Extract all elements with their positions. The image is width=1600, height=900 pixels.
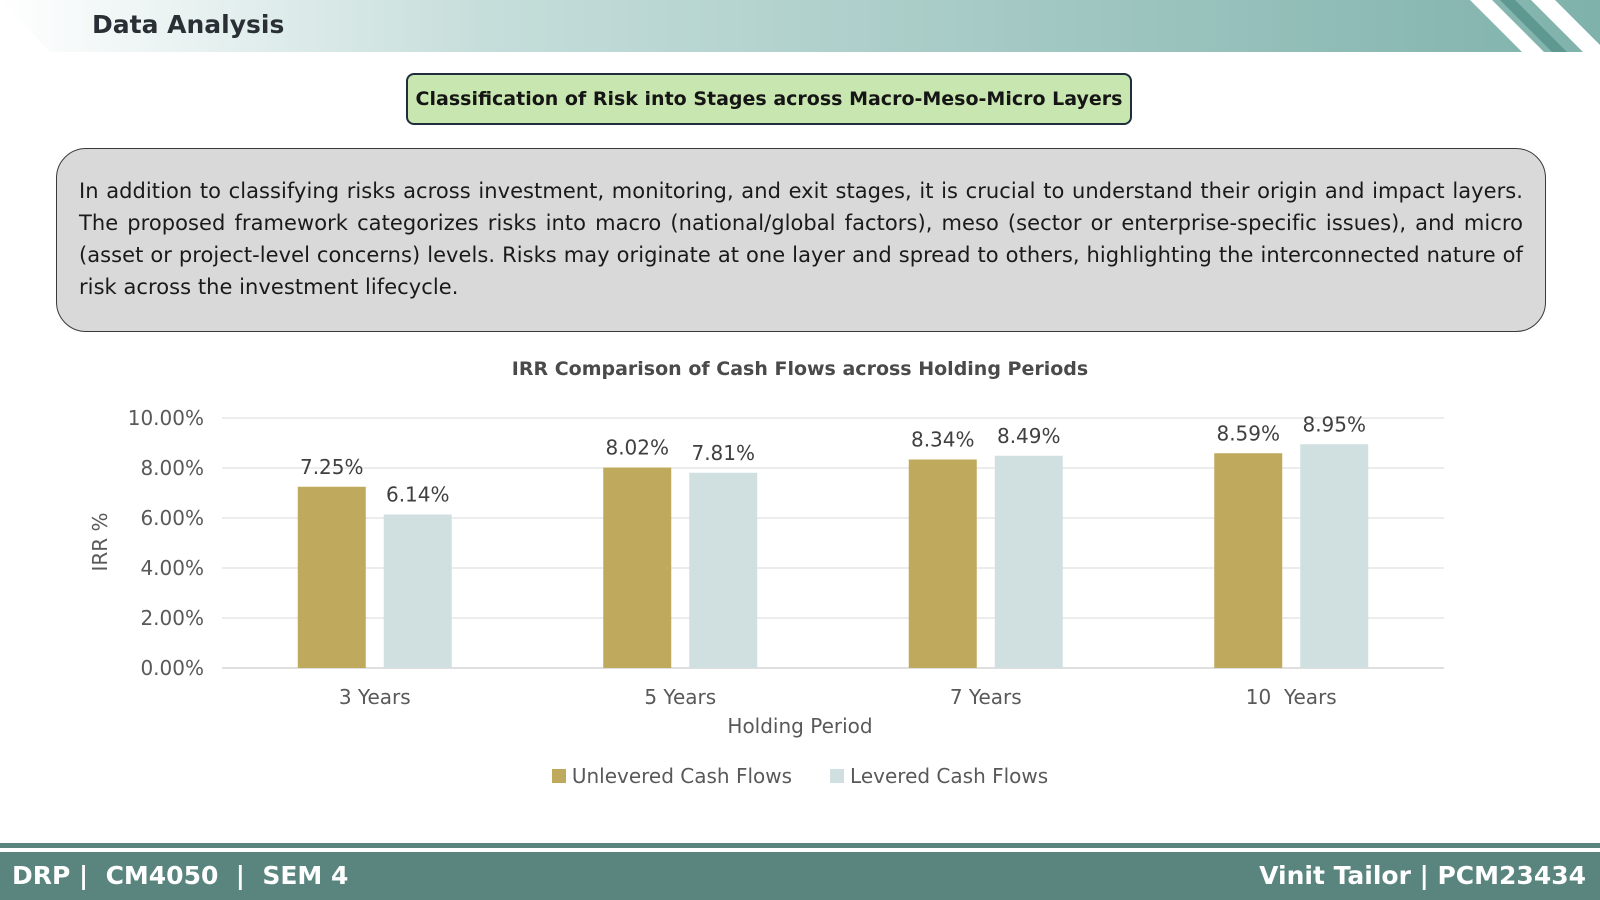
x-tick-label: 5 Years [644,685,716,709]
y-tick-label: 0.00% [140,656,204,680]
footer-bar: DRP | CM4050 | SEM 4 Vinit Tailor | PCM2… [0,852,1600,900]
data-label: 8.34% [911,428,975,452]
y-tick-label: 6.00% [140,506,204,530]
data-label: 8.95% [1302,412,1366,436]
legend-swatch [830,769,845,783]
x-tick-label: 3 Years [339,685,411,709]
data-label: 8.02% [605,436,669,460]
legend-label: Levered Cash Flows [850,764,1049,788]
y-tick-label: 2.00% [140,606,204,630]
bar [994,455,1063,668]
bar [1300,444,1369,668]
legend-item: Levered Cash Flows [830,764,1048,788]
bar [383,514,452,668]
data-label: 8.49% [997,424,1061,448]
data-label: 8.59% [1216,421,1280,445]
bar [1214,453,1283,668]
y-axis-label: IRR % [88,512,112,572]
header-background [0,0,1600,52]
x-axis-label: Holding Period [727,714,873,738]
bar [297,486,366,668]
intro-paragraph: In addition to classifying risks across … [56,148,1546,332]
data-label: 7.81% [691,441,755,465]
data-label: 7.25% [300,455,364,479]
irr-chart: IRR Comparison of Cash Flows across Hold… [0,340,1600,830]
x-tick-label: 7 Years [950,685,1022,709]
footer-divider [0,843,1600,848]
slide-heading: Classification of Risk into Stages acros… [406,73,1132,125]
chart-title: IRR Comparison of Cash Flows across Hold… [511,358,1089,380]
y-tick-label: 8.00% [140,456,204,480]
legend-swatch [551,769,566,783]
legend-label: Unlevered Cash Flows [571,764,793,788]
legend-item: Unlevered Cash Flows [551,764,793,788]
x-tick-label: 10 Years [1246,685,1337,709]
chart-legend: Unlevered Cash Flows Levered Cash Flows [0,764,1600,788]
bar [908,459,977,668]
page-title: Data Analysis [92,10,285,39]
header-band: Data Analysis [0,0,1600,52]
bar [689,472,758,668]
bar [603,467,672,668]
footer-course-info: DRP | CM4050 | SEM 4 [12,861,349,890]
chart-plot: 0.00% 2.00% 4.00% 6.00% 8.00% 10.00% 7.25% 6.14… [128,406,1444,709]
footer-author-info: Vinit Tailor | PCM23434 [1259,861,1586,890]
data-label: 6.14% [386,483,450,507]
y-tick-label: 10.00% [128,406,204,430]
y-tick-label: 4.00% [140,556,204,580]
